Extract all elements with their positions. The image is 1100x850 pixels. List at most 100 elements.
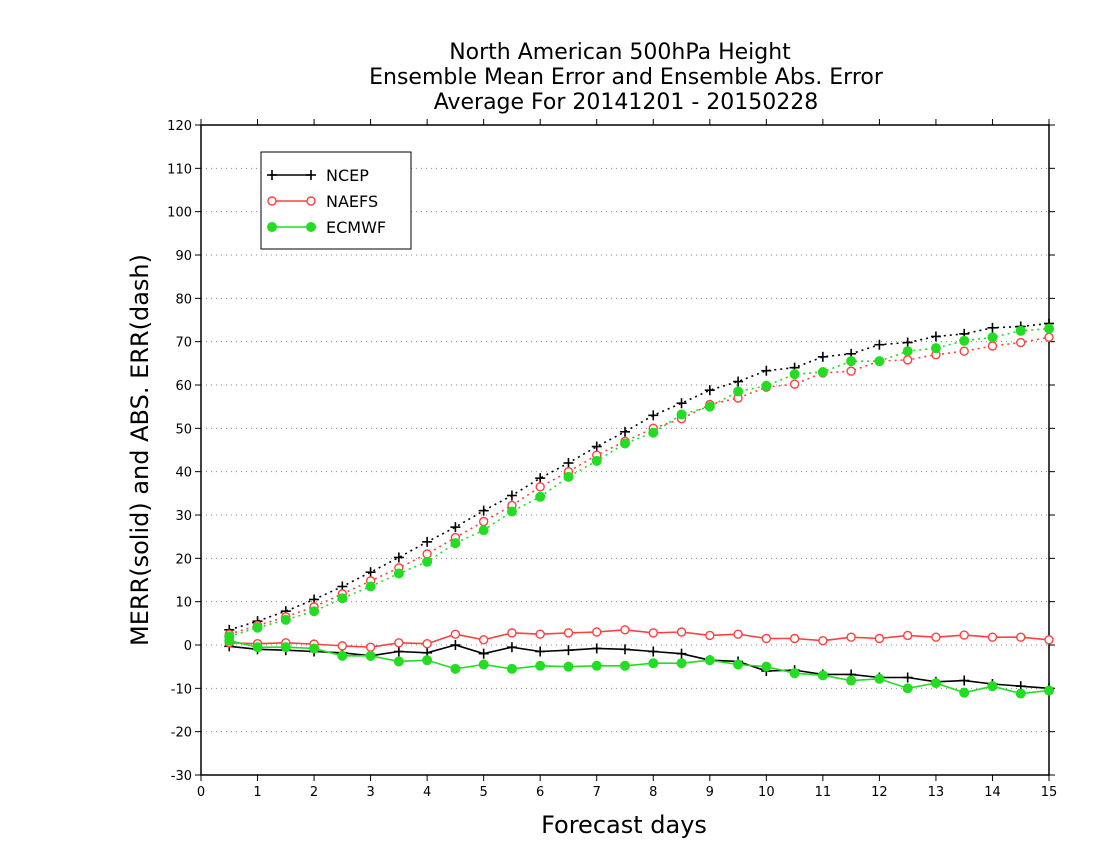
y-tick-label: 30	[175, 509, 192, 524]
abs-error-point	[536, 483, 544, 491]
abs-error-point	[310, 607, 319, 616]
y-tick-label: 60	[175, 379, 192, 394]
mean-error-point	[310, 644, 319, 653]
y-tick-label: 80	[175, 292, 192, 307]
mean-error-point	[847, 633, 855, 641]
abs-error-point	[904, 356, 912, 364]
y-tick-label: 10	[175, 596, 192, 611]
mean-error-point	[621, 661, 630, 670]
mean-error-point	[480, 636, 488, 644]
abs-error-point	[931, 344, 940, 353]
abs-error-point	[394, 569, 403, 578]
mean-error-point	[819, 637, 827, 645]
legend: NCEP NAEFS ECMWF	[261, 152, 411, 249]
mean-error-point	[592, 661, 601, 670]
abs-error-point	[960, 336, 969, 345]
x-tick-label: 15	[1041, 785, 1058, 800]
abs-error-point	[1017, 339, 1025, 347]
y-tick-label: 20	[175, 552, 192, 567]
abs-error-point	[705, 402, 714, 411]
mean-error-point	[988, 682, 997, 691]
legend-label: NCEP	[326, 166, 369, 185]
abs-error-point	[903, 347, 912, 356]
abs-error-point	[479, 526, 488, 535]
y-tick-label: 120	[167, 119, 192, 134]
abs-error-point	[564, 472, 573, 481]
x-tick-label: 14	[984, 785, 1001, 800]
abs-error-point	[451, 539, 460, 548]
mean-error-point	[225, 636, 234, 645]
abs-error-point	[875, 357, 884, 366]
x-tick-label: 12	[871, 785, 888, 800]
y-tick-label: 50	[175, 422, 192, 437]
abs-error-point	[253, 623, 262, 632]
mean-error-point	[253, 643, 262, 652]
y-tick-label: -20	[171, 726, 192, 741]
mean-error-point	[931, 679, 940, 688]
y-tick-label: 0	[184, 639, 192, 654]
abs-error-point	[1045, 333, 1053, 341]
x-tick-label: 5	[480, 785, 488, 800]
x-tick-label: 13	[928, 785, 945, 800]
y-tick-label: 70	[175, 336, 192, 351]
y-tick-label: 40	[175, 466, 192, 481]
y-tick-label: 90	[175, 249, 192, 264]
mean-error-point	[875, 674, 884, 683]
abs-error-point	[338, 594, 347, 603]
abs-error-point	[818, 368, 827, 377]
mean-error-point	[564, 662, 573, 671]
mean-error-point	[960, 688, 969, 697]
mean-error-point	[960, 631, 968, 639]
x-tick-label: 3	[366, 785, 374, 800]
mean-error-point	[1045, 636, 1053, 644]
mean-error-point	[423, 656, 432, 665]
abs-error-point	[960, 347, 968, 355]
mean-error-point	[1045, 686, 1054, 695]
mean-error-point	[479, 660, 488, 669]
x-tick-label: 4	[423, 785, 431, 800]
abs-error-point	[847, 367, 855, 375]
mean-error-point	[762, 635, 770, 643]
y-tick-label: 100	[167, 206, 192, 221]
mean-error-point	[593, 628, 601, 636]
abs-error-point	[423, 557, 432, 566]
x-tick-label: 7	[593, 785, 601, 800]
x-tick-label: 6	[536, 785, 544, 800]
mean-error-point	[649, 659, 658, 668]
abs-error-point	[366, 582, 375, 591]
abs-error-point	[621, 439, 630, 448]
legend-marker-right	[307, 223, 316, 232]
mean-error-point	[394, 657, 403, 666]
x-tick-label: 0	[197, 785, 205, 800]
legend-label: NAEFS	[326, 192, 378, 211]
legend-marker-left	[268, 223, 277, 232]
chart-title: North American 500hPa Height	[449, 40, 791, 65]
y-tick-label: 110	[167, 162, 192, 177]
mean-error-point	[904, 631, 912, 639]
x-tick-label: 8	[649, 785, 657, 800]
mean-error-point	[677, 659, 686, 668]
abs-error-point	[988, 333, 997, 342]
mean-error-point	[1017, 633, 1025, 641]
mean-error-point	[932, 633, 940, 641]
mean-error-point	[395, 639, 403, 647]
abs-error-point	[791, 380, 799, 388]
mean-error-point	[706, 631, 714, 639]
mean-error-point	[790, 669, 799, 678]
mean-error-point	[508, 629, 516, 637]
abs-error-point	[847, 357, 856, 366]
y-tick-label: -10	[171, 682, 192, 697]
abs-error-point	[790, 370, 799, 379]
legend-marker-left	[268, 197, 276, 205]
mean-error-point	[1016, 689, 1025, 698]
mean-error-point	[423, 640, 431, 648]
chart: North American 500hPa Height Ensemble Me…	[0, 0, 1100, 850]
x-tick-label: 10	[758, 785, 775, 800]
x-tick-label: 9	[706, 785, 714, 800]
chart-subtitle: Ensemble Mean Error and Ensemble Abs. Er…	[369, 65, 884, 90]
chart-subtitle-period: Average For 20141201 - 20150228	[434, 90, 819, 115]
y-axis-label: MERR(solid) and ABS. ERR(dash)	[126, 254, 154, 646]
mean-error-point	[621, 626, 629, 634]
mean-error-point	[875, 635, 883, 643]
mean-error-point	[451, 630, 459, 638]
